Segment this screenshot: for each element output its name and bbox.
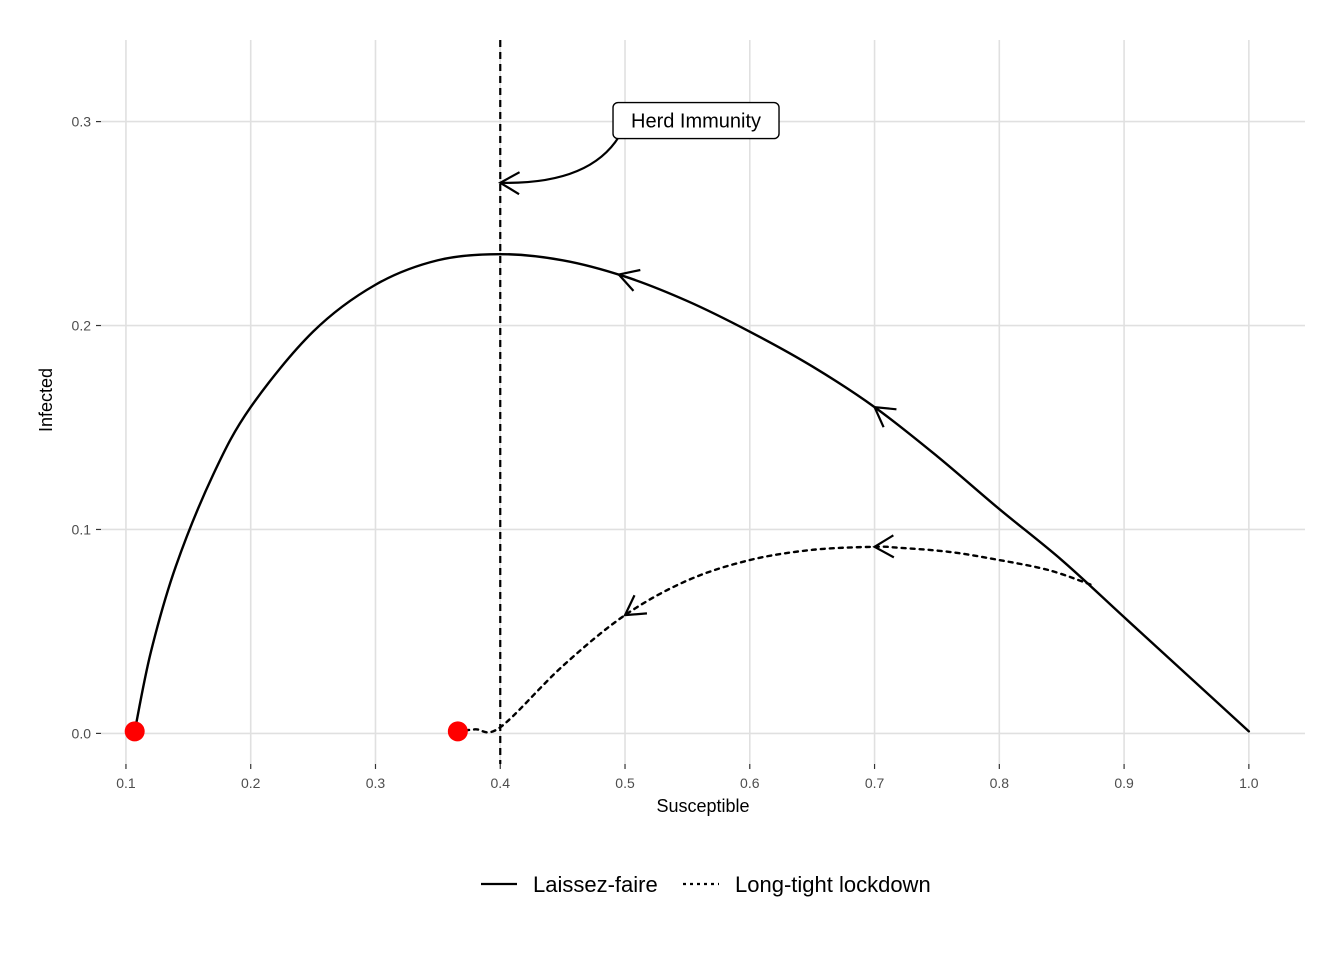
series-arrow-laissez-faire: [872, 405, 897, 428]
series-line-long-tight-lockdown: [456, 545, 1092, 734]
legend-label-laissez-faire: Laissez-faire: [533, 872, 658, 897]
x-tick-label: 1.0: [1239, 775, 1259, 791]
y-tick-label: 0.1: [72, 521, 92, 537]
annotation-connector: [500, 135, 620, 184]
annotation-arrowhead: [498, 171, 521, 196]
series-line-laissez-faire: [133, 252, 1251, 733]
axis-layer: 0.1 0.2 0.3 0.4 0.5 0.6 0.7 0.8 0.9 1.0 0.0 0.1 0.2 0…: [72, 114, 1259, 791]
series-arrow-long-tight-lockdown: [623, 594, 648, 617]
annotation-label-box: [612, 101, 780, 140]
y-axis-title: Infected: [36, 368, 56, 432]
y-tick-label: 0.0: [72, 725, 92, 741]
x-tick-label: 0.8: [990, 775, 1010, 791]
x-tick-label: 0.9: [1114, 775, 1134, 791]
x-tick-label: 0.2: [241, 775, 261, 791]
y-tick-label: 0.3: [72, 114, 92, 130]
x-tick-label: 0.7: [865, 775, 885, 791]
x-axis-title: Susceptible: [656, 796, 749, 816]
grid-layer: [101, 40, 1305, 764]
series-arrow-laissez-faire: [616, 268, 641, 292]
x-tick-label: 0.1: [116, 775, 136, 791]
y-tick-label: 0.2: [72, 318, 92, 334]
legend: Laissez-faire Long-tight lockdown: [481, 872, 931, 897]
x-tick-label: 0.3: [366, 775, 386, 791]
series-layer: [124, 40, 1251, 764]
x-tick-label: 0.4: [491, 775, 511, 791]
annotation-layer: Herd Immunity: [498, 101, 780, 196]
legend-label-long-tight-lockdown: Long-tight lockdown: [735, 872, 931, 897]
end-point-long-tight-lockdown: [447, 721, 468, 742]
x-tick-label: 0.6: [740, 775, 760, 791]
end-point-laissez-faire: [124, 721, 145, 742]
x-tick-label: 0.5: [615, 775, 635, 791]
annotation-label-herd-immunity: Herd Immunity: [631, 111, 761, 133]
series-arrow-long-tight-lockdown: [872, 534, 895, 559]
